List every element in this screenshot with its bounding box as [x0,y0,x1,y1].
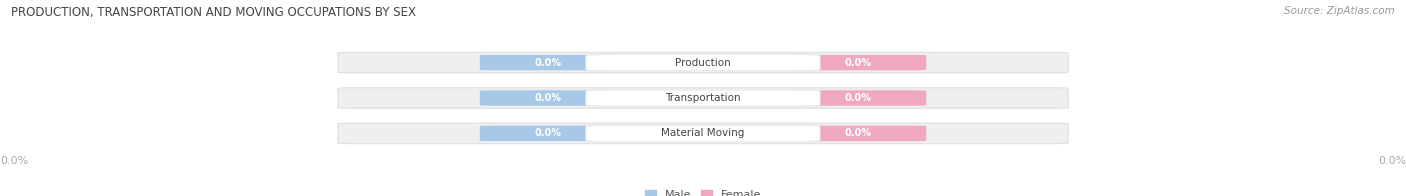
FancyBboxPatch shape [479,55,616,70]
FancyBboxPatch shape [479,126,616,141]
Text: 0.0%: 0.0% [534,128,561,138]
FancyBboxPatch shape [586,90,820,106]
Text: 0.0%: 0.0% [845,93,872,103]
FancyBboxPatch shape [337,88,1069,108]
Legend: Male, Female: Male, Female [641,185,765,196]
Text: 0.0%: 0.0% [845,58,872,68]
Text: 0.0%: 0.0% [534,58,561,68]
Text: 0.0%: 0.0% [845,128,872,138]
Text: PRODUCTION, TRANSPORTATION AND MOVING OCCUPATIONS BY SEX: PRODUCTION, TRANSPORTATION AND MOVING OC… [11,6,416,19]
FancyBboxPatch shape [337,123,1069,144]
Text: Transportation: Transportation [665,93,741,103]
FancyBboxPatch shape [790,126,927,141]
Text: Production: Production [675,58,731,68]
FancyBboxPatch shape [790,55,927,70]
Text: Material Moving: Material Moving [661,128,745,138]
Text: Source: ZipAtlas.com: Source: ZipAtlas.com [1284,6,1395,16]
FancyBboxPatch shape [586,126,820,141]
FancyBboxPatch shape [337,52,1069,73]
FancyBboxPatch shape [790,90,927,106]
FancyBboxPatch shape [479,90,616,106]
FancyBboxPatch shape [586,55,820,70]
Text: 0.0%: 0.0% [534,93,561,103]
